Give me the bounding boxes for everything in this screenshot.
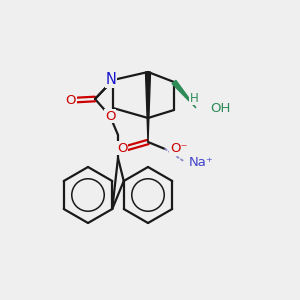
Text: O: O xyxy=(105,110,115,122)
Text: H: H xyxy=(190,92,198,104)
Polygon shape xyxy=(146,72,151,142)
Text: Na⁺: Na⁺ xyxy=(189,155,214,169)
Text: OH: OH xyxy=(210,101,230,115)
Text: O: O xyxy=(117,142,127,154)
Text: O: O xyxy=(66,94,76,106)
Text: O⁻: O⁻ xyxy=(170,142,188,155)
Polygon shape xyxy=(172,80,196,108)
Text: N: N xyxy=(106,73,116,88)
